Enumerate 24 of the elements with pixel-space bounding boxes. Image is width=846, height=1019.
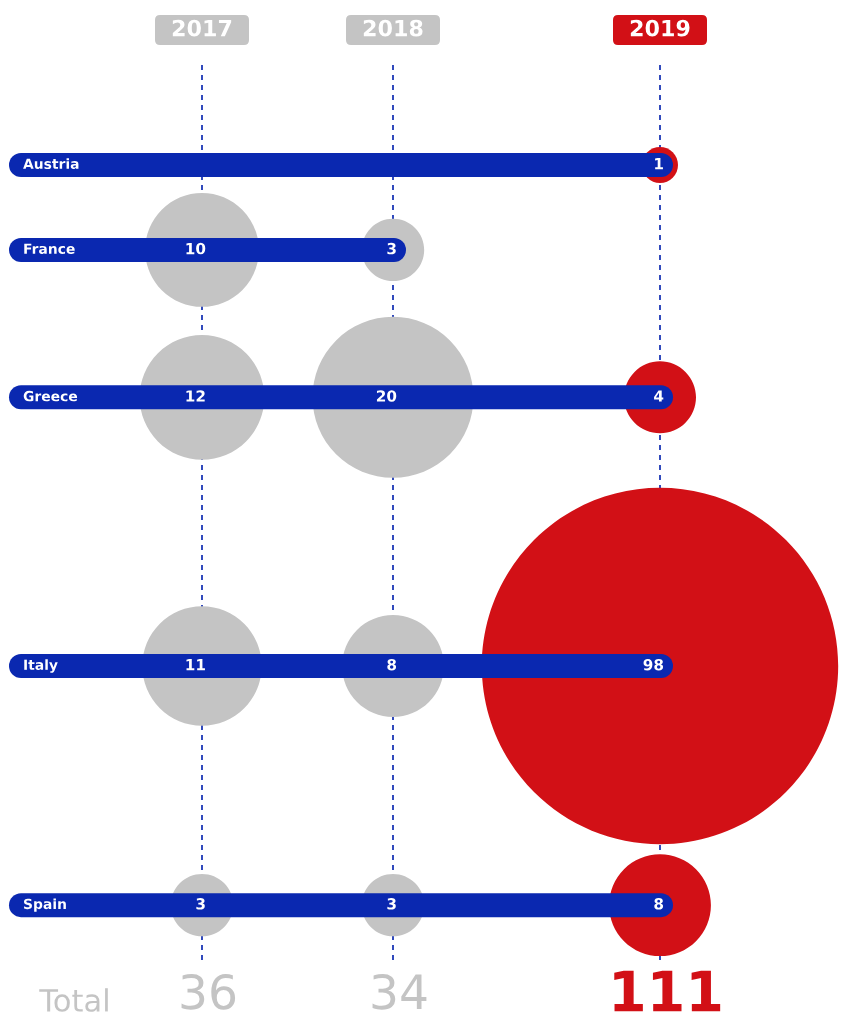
data-label: 3 (196, 898, 205, 910)
data-label: 3 (387, 898, 396, 910)
data-label: 1 (655, 158, 663, 170)
data-label: 12 (186, 390, 205, 402)
data-label: 98 (643, 658, 664, 671)
text: 2019 (630, 19, 690, 37)
data-label: 8 (654, 898, 664, 910)
data-label: 8 (387, 658, 397, 671)
data-label: 10 (186, 242, 206, 255)
data-label: 20 (376, 390, 397, 402)
category-label: France (24, 243, 75, 254)
data-label: 3 (387, 242, 396, 255)
text: 36 (181, 973, 236, 1010)
category-label: Greece (23, 390, 78, 402)
text: 34 (372, 973, 427, 1010)
category-label: Italy (24, 659, 58, 673)
text: 2018 (363, 19, 423, 37)
text: 2017 (172, 19, 232, 37)
data-label: 4 (654, 390, 664, 402)
text: Total (39, 988, 108, 1012)
text: 111 (614, 970, 721, 1012)
data-label: 11 (186, 659, 205, 671)
category-label: Austria (23, 158, 79, 170)
category-label: Spain (24, 898, 66, 912)
